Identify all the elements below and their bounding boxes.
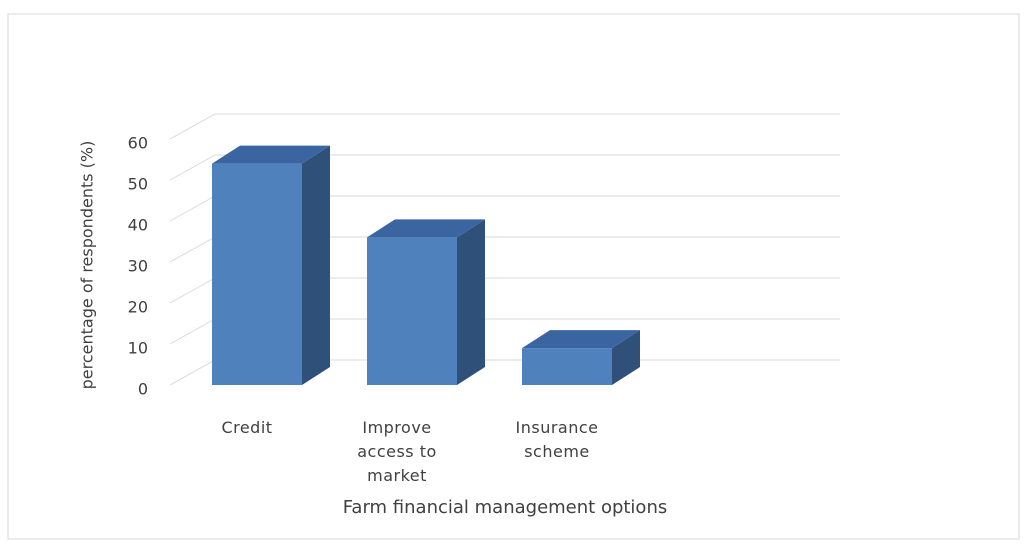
chart-frame — [7, 13, 1020, 540]
x-axis-title: Farm financial management options — [343, 497, 668, 518]
y-tick-label: 10 — [128, 339, 148, 358]
y-tick-label: 50 — [128, 175, 148, 194]
x-tick-label: Insurance scheme — [515, 418, 599, 461]
bar-side — [457, 219, 485, 385]
grid-line — [169, 236, 216, 263]
grid-line — [169, 277, 216, 304]
y-tick-label: 0 — [138, 380, 148, 399]
grid-line — [169, 359, 216, 386]
y-tick-label: 60 — [128, 134, 148, 153]
bar-top — [212, 145, 330, 164]
bar-top — [522, 330, 640, 349]
grid-line — [169, 113, 216, 140]
y-axis-title: percentage of respondents (%) — [78, 141, 97, 390]
bar — [212, 163, 302, 385]
y-tick-label: 20 — [128, 298, 148, 317]
y-tick-label: 30 — [128, 257, 148, 276]
y-tick-label: 40 — [128, 216, 148, 235]
bar-top — [367, 219, 485, 238]
grid-line — [169, 195, 216, 222]
bar — [522, 348, 612, 385]
grid-line — [169, 154, 216, 181]
x-tick-label: Credit — [221, 418, 273, 437]
bar-side — [612, 330, 640, 385]
grid-line — [169, 318, 216, 345]
x-tick-label: Improve access to market — [357, 418, 437, 485]
bar — [367, 237, 457, 385]
bar-side — [302, 145, 330, 385]
